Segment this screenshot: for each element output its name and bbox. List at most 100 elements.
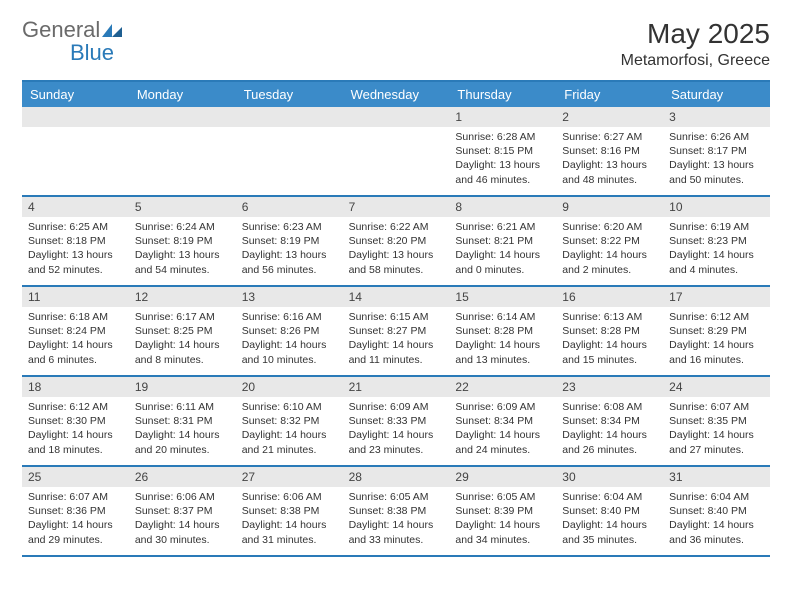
week-row: 4Sunrise: 6:25 AMSunset: 8:18 PMDaylight…	[22, 197, 770, 287]
sunset-line: Sunset: 8:28 PM	[455, 324, 550, 338]
day-details: Sunrise: 6:17 AMSunset: 8:25 PMDaylight:…	[129, 307, 236, 372]
calendar-cell: 18Sunrise: 6:12 AMSunset: 8:30 PMDayligh…	[22, 377, 129, 465]
day-details: Sunrise: 6:24 AMSunset: 8:19 PMDaylight:…	[129, 217, 236, 282]
calendar-cell: 1Sunrise: 6:28 AMSunset: 8:15 PMDaylight…	[449, 107, 556, 195]
calendar-cell: 15Sunrise: 6:14 AMSunset: 8:28 PMDayligh…	[449, 287, 556, 375]
sunset-line: Sunset: 8:28 PM	[562, 324, 657, 338]
calendar-cell	[343, 107, 450, 195]
sunset-line: Sunset: 8:33 PM	[349, 414, 444, 428]
day-header-saturday: Saturday	[663, 82, 770, 107]
sunset-line: Sunset: 8:23 PM	[669, 234, 764, 248]
day-number: 20	[236, 377, 343, 397]
daylight-line: Daylight: 14 hours and 11 minutes.	[349, 338, 444, 366]
sunset-line: Sunset: 8:24 PM	[28, 324, 123, 338]
daylight-line: Daylight: 14 hours and 4 minutes.	[669, 248, 764, 276]
calendar-cell: 27Sunrise: 6:06 AMSunset: 8:38 PMDayligh…	[236, 467, 343, 555]
calendar-cell: 23Sunrise: 6:08 AMSunset: 8:34 PMDayligh…	[556, 377, 663, 465]
day-number: 17	[663, 287, 770, 307]
day-number: 4	[22, 197, 129, 217]
calendar-cell: 6Sunrise: 6:23 AMSunset: 8:19 PMDaylight…	[236, 197, 343, 285]
daylight-line: Daylight: 14 hours and 20 minutes.	[135, 428, 230, 456]
day-details: Sunrise: 6:16 AMSunset: 8:26 PMDaylight:…	[236, 307, 343, 372]
day-number	[236, 107, 343, 127]
day-details: Sunrise: 6:07 AMSunset: 8:36 PMDaylight:…	[22, 487, 129, 552]
calendar-cell: 19Sunrise: 6:11 AMSunset: 8:31 PMDayligh…	[129, 377, 236, 465]
day-number: 5	[129, 197, 236, 217]
day-details: Sunrise: 6:08 AMSunset: 8:34 PMDaylight:…	[556, 397, 663, 462]
day-number: 7	[343, 197, 450, 217]
day-details: Sunrise: 6:15 AMSunset: 8:27 PMDaylight:…	[343, 307, 450, 372]
sunset-line: Sunset: 8:27 PM	[349, 324, 444, 338]
day-number: 6	[236, 197, 343, 217]
sunset-line: Sunset: 8:35 PM	[669, 414, 764, 428]
day-number: 30	[556, 467, 663, 487]
calendar-cell: 5Sunrise: 6:24 AMSunset: 8:19 PMDaylight…	[129, 197, 236, 285]
day-number	[343, 107, 450, 127]
calendar: SundayMondayTuesdayWednesdayThursdayFrid…	[22, 80, 770, 557]
daylight-line: Daylight: 14 hours and 2 minutes.	[562, 248, 657, 276]
day-details: Sunrise: 6:06 AMSunset: 8:38 PMDaylight:…	[236, 487, 343, 552]
calendar-cell: 28Sunrise: 6:05 AMSunset: 8:38 PMDayligh…	[343, 467, 450, 555]
day-details: Sunrise: 6:26 AMSunset: 8:17 PMDaylight:…	[663, 127, 770, 192]
sunrise-line: Sunrise: 6:20 AM	[562, 220, 657, 234]
calendar-cell: 17Sunrise: 6:12 AMSunset: 8:29 PMDayligh…	[663, 287, 770, 375]
calendar-cell: 9Sunrise: 6:20 AMSunset: 8:22 PMDaylight…	[556, 197, 663, 285]
sunset-line: Sunset: 8:26 PM	[242, 324, 337, 338]
daylight-line: Daylight: 14 hours and 31 minutes.	[242, 518, 337, 546]
sunrise-line: Sunrise: 6:23 AM	[242, 220, 337, 234]
sunrise-line: Sunrise: 6:25 AM	[28, 220, 123, 234]
day-number	[22, 107, 129, 127]
sunset-line: Sunset: 8:34 PM	[455, 414, 550, 428]
calendar-cell: 12Sunrise: 6:17 AMSunset: 8:25 PMDayligh…	[129, 287, 236, 375]
sunrise-line: Sunrise: 6:08 AM	[562, 400, 657, 414]
day-number: 15	[449, 287, 556, 307]
day-number: 3	[663, 107, 770, 127]
sunrise-line: Sunrise: 6:09 AM	[349, 400, 444, 414]
sunrise-line: Sunrise: 6:06 AM	[242, 490, 337, 504]
daylight-line: Daylight: 14 hours and 8 minutes.	[135, 338, 230, 366]
day-details: Sunrise: 6:23 AMSunset: 8:19 PMDaylight:…	[236, 217, 343, 282]
day-details: Sunrise: 6:07 AMSunset: 8:35 PMDaylight:…	[663, 397, 770, 462]
day-details: Sunrise: 6:04 AMSunset: 8:40 PMDaylight:…	[663, 487, 770, 552]
daylight-line: Daylight: 14 hours and 16 minutes.	[669, 338, 764, 366]
daylight-line: Daylight: 14 hours and 21 minutes.	[242, 428, 337, 456]
title-block: May 2025 Metamorfosi, Greece	[621, 18, 770, 70]
sunset-line: Sunset: 8:22 PM	[562, 234, 657, 248]
calendar-cell: 13Sunrise: 6:16 AMSunset: 8:26 PMDayligh…	[236, 287, 343, 375]
calendar-cell	[236, 107, 343, 195]
daylight-line: Daylight: 13 hours and 48 minutes.	[562, 158, 657, 186]
sunrise-line: Sunrise: 6:07 AM	[669, 400, 764, 414]
sunrise-line: Sunrise: 6:10 AM	[242, 400, 337, 414]
daylight-line: Daylight: 14 hours and 30 minutes.	[135, 518, 230, 546]
day-details: Sunrise: 6:09 AMSunset: 8:33 PMDaylight:…	[343, 397, 450, 462]
day-number: 31	[663, 467, 770, 487]
calendar-cell: 24Sunrise: 6:07 AMSunset: 8:35 PMDayligh…	[663, 377, 770, 465]
sunrise-line: Sunrise: 6:06 AM	[135, 490, 230, 504]
day-details: Sunrise: 6:20 AMSunset: 8:22 PMDaylight:…	[556, 217, 663, 282]
week-row: 18Sunrise: 6:12 AMSunset: 8:30 PMDayligh…	[22, 377, 770, 467]
calendar-cell: 26Sunrise: 6:06 AMSunset: 8:37 PMDayligh…	[129, 467, 236, 555]
day-number: 19	[129, 377, 236, 397]
day-header-thursday: Thursday	[449, 82, 556, 107]
sunset-line: Sunset: 8:31 PM	[135, 414, 230, 428]
day-details: Sunrise: 6:09 AMSunset: 8:34 PMDaylight:…	[449, 397, 556, 462]
daylight-line: Daylight: 14 hours and 35 minutes.	[562, 518, 657, 546]
sunset-line: Sunset: 8:15 PM	[455, 144, 550, 158]
sunset-line: Sunset: 8:19 PM	[242, 234, 337, 248]
day-details: Sunrise: 6:04 AMSunset: 8:40 PMDaylight:…	[556, 487, 663, 552]
day-number: 24	[663, 377, 770, 397]
daylight-line: Daylight: 14 hours and 6 minutes.	[28, 338, 123, 366]
day-number: 10	[663, 197, 770, 217]
calendar-cell	[129, 107, 236, 195]
day-details: Sunrise: 6:06 AMSunset: 8:37 PMDaylight:…	[129, 487, 236, 552]
week-row: 1Sunrise: 6:28 AMSunset: 8:15 PMDaylight…	[22, 107, 770, 197]
daylight-line: Daylight: 14 hours and 18 minutes.	[28, 428, 123, 456]
week-row: 11Sunrise: 6:18 AMSunset: 8:24 PMDayligh…	[22, 287, 770, 377]
sunset-line: Sunset: 8:39 PM	[455, 504, 550, 518]
day-details: Sunrise: 6:27 AMSunset: 8:16 PMDaylight:…	[556, 127, 663, 192]
sunrise-line: Sunrise: 6:14 AM	[455, 310, 550, 324]
day-details: Sunrise: 6:28 AMSunset: 8:15 PMDaylight:…	[449, 127, 556, 192]
sunrise-line: Sunrise: 6:05 AM	[349, 490, 444, 504]
day-header-sunday: Sunday	[22, 82, 129, 107]
day-details: Sunrise: 6:18 AMSunset: 8:24 PMDaylight:…	[22, 307, 129, 372]
